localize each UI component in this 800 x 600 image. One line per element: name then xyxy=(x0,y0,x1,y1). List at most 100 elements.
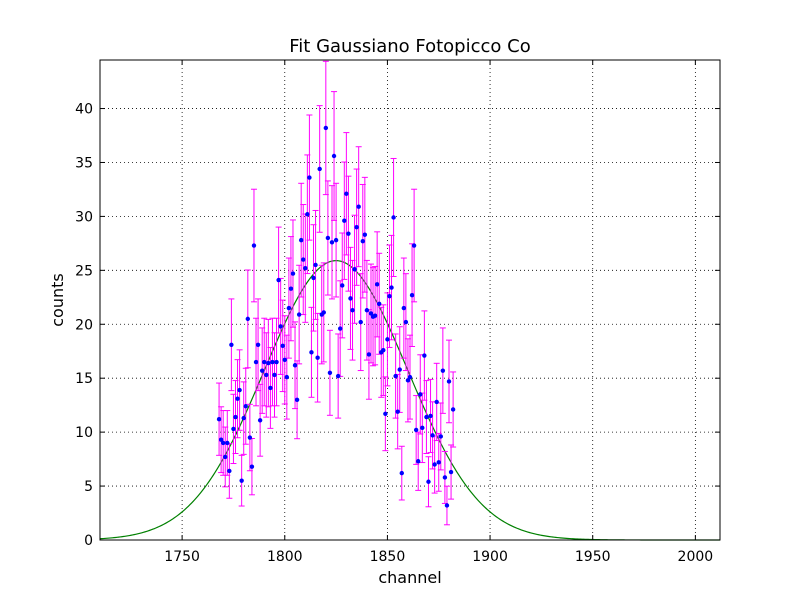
data-point xyxy=(434,399,439,405)
data-point xyxy=(362,232,368,237)
data-point xyxy=(321,310,326,315)
grid xyxy=(100,60,720,540)
data-point xyxy=(438,434,443,439)
data-point xyxy=(448,469,454,475)
data-point xyxy=(249,464,255,469)
data-point xyxy=(436,460,441,465)
data-point xyxy=(405,378,411,383)
data-point xyxy=(270,359,275,365)
data-point xyxy=(280,343,285,349)
data-point xyxy=(231,426,236,432)
data-point xyxy=(286,305,292,311)
y-tick-label: 15 xyxy=(75,371,93,387)
data-point xyxy=(268,385,273,391)
y-axis-title: counts xyxy=(48,273,67,326)
data-point xyxy=(229,342,234,347)
data-point xyxy=(298,237,304,243)
data-point xyxy=(235,396,240,401)
data-point xyxy=(418,392,423,397)
x-tick-label: 1750 xyxy=(164,549,200,565)
y-tick-label: 5 xyxy=(84,479,93,495)
data-point xyxy=(278,324,283,329)
data-point xyxy=(264,372,269,378)
data-point xyxy=(346,231,351,236)
y-tick-label: 25 xyxy=(75,263,93,279)
y-tick-label: 0 xyxy=(84,533,93,549)
data-point xyxy=(331,153,337,159)
data-point xyxy=(333,237,339,243)
data-point xyxy=(372,313,378,318)
data-point xyxy=(374,282,380,287)
data-point xyxy=(399,470,404,476)
data-point xyxy=(356,204,361,209)
data-point xyxy=(420,425,425,431)
data-point xyxy=(227,468,232,474)
data-point xyxy=(358,319,363,325)
data-point xyxy=(303,265,308,271)
data-point xyxy=(313,262,318,268)
data-point xyxy=(411,243,417,248)
data-point xyxy=(243,404,248,409)
data-point xyxy=(237,387,242,393)
y-tick-label: 35 xyxy=(75,155,93,171)
data-point xyxy=(294,397,300,402)
data-point xyxy=(440,368,446,373)
data-point xyxy=(416,459,421,464)
data-point xyxy=(350,308,355,313)
data-point xyxy=(395,409,400,414)
plot-frame xyxy=(99,59,721,541)
y-tick-label: 40 xyxy=(75,102,93,118)
axis-ticks: 1750 1800 1850 1900 1950 2000 0 5 10 15 20 25 30 35 40 xyxy=(75,60,720,565)
data-point-layer xyxy=(216,125,456,508)
x-tick-label: 1850 xyxy=(370,549,406,565)
data-point xyxy=(272,372,277,378)
data-point xyxy=(337,326,343,331)
data-point xyxy=(282,357,287,363)
data-point xyxy=(266,360,271,366)
data-point xyxy=(274,359,279,365)
data-point xyxy=(216,416,222,422)
data-point xyxy=(344,191,349,196)
data-point xyxy=(368,311,374,316)
data-point xyxy=(383,411,388,416)
data-point xyxy=(430,433,435,438)
data-point xyxy=(284,374,290,380)
data-point xyxy=(442,475,448,480)
data-point xyxy=(381,347,386,353)
data-point xyxy=(329,240,335,245)
x-axis-title: channel xyxy=(378,568,441,587)
x-tick-label: 1950 xyxy=(575,549,611,565)
data-point xyxy=(389,285,394,290)
data-point xyxy=(325,235,331,241)
data-point xyxy=(255,342,261,347)
data-point xyxy=(292,363,298,368)
data-point xyxy=(360,239,365,244)
data-point xyxy=(233,414,238,420)
data-point xyxy=(403,319,409,325)
data-point xyxy=(290,271,296,276)
data-point xyxy=(409,292,415,298)
data-point xyxy=(241,415,246,421)
data-point xyxy=(323,125,329,131)
data-point xyxy=(276,277,281,283)
data-point xyxy=(257,418,263,423)
data-point xyxy=(424,414,429,420)
data-point xyxy=(450,407,456,412)
data-point xyxy=(239,478,244,483)
x-tick-label: 2000 xyxy=(678,549,714,565)
data-point xyxy=(354,224,359,230)
y-tick-label: 30 xyxy=(75,209,93,225)
data-point xyxy=(218,437,224,442)
data-point xyxy=(296,312,302,317)
data-point xyxy=(393,373,398,379)
data-point xyxy=(247,435,253,440)
data-point xyxy=(340,283,345,288)
data-point xyxy=(407,374,413,380)
data-point xyxy=(335,373,341,379)
data-point xyxy=(327,370,333,376)
data-point xyxy=(422,353,427,358)
data-point xyxy=(301,257,306,262)
data-point xyxy=(446,379,452,384)
data-point xyxy=(223,454,228,460)
